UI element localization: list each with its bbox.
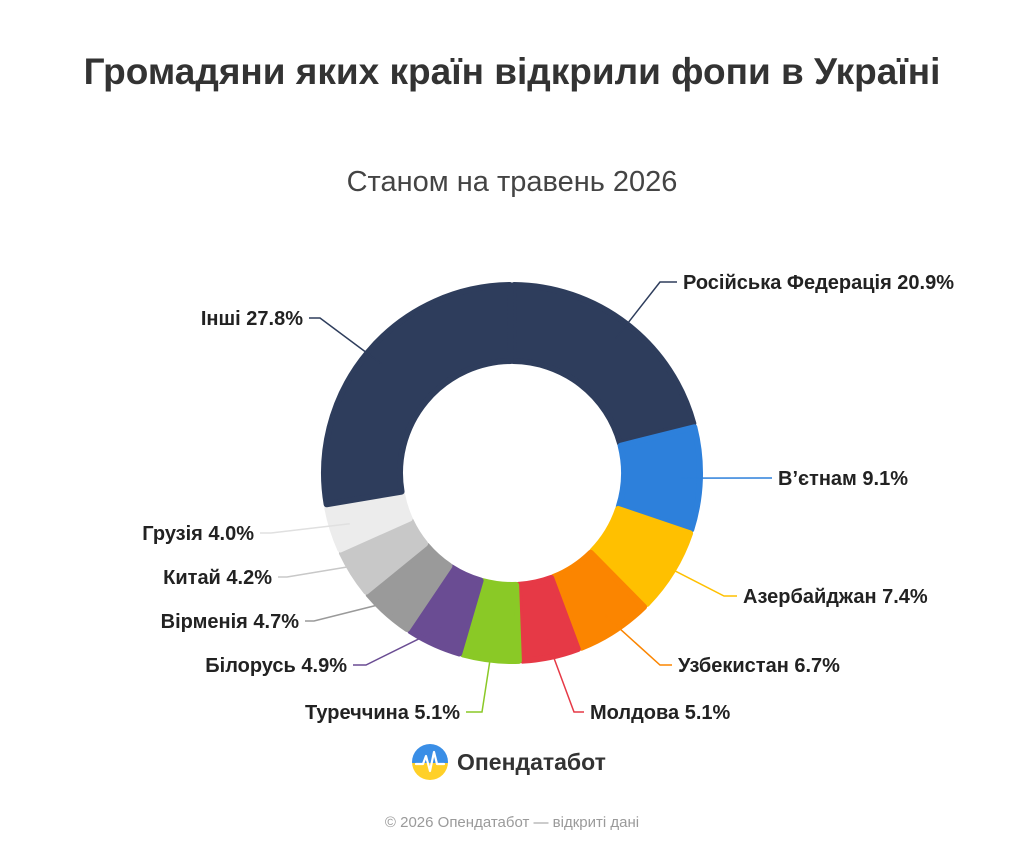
chart-subtitle: Станом на травень 2026 xyxy=(346,166,678,198)
slice-6-leader-line xyxy=(466,641,494,713)
slice-8-label: Вірменія 4.7% xyxy=(161,611,300,633)
slice-6 xyxy=(460,578,522,664)
slice-11-label: Інші 27.8% xyxy=(201,308,303,330)
slice-8-leader-line xyxy=(305,598,399,622)
slice-3-leader-line xyxy=(656,561,737,597)
chart-title: Громадяни яких країн відкрили фопи в Укр… xyxy=(83,51,941,92)
slice-1-leader-line xyxy=(615,281,677,339)
slice-7-leader-line xyxy=(353,627,442,666)
slice-5-leader-line xyxy=(546,639,584,713)
slice-9 xyxy=(338,517,429,595)
slice-3-label: Азербайджан 7.4% xyxy=(743,586,928,608)
slice-9-leader-line xyxy=(278,562,369,578)
opendatabot-logo-icon xyxy=(412,744,448,780)
slice-4 xyxy=(550,549,648,651)
slice-4-leader-line xyxy=(604,614,672,666)
slice-1-label: Російська Федерація 20.9% xyxy=(683,272,954,294)
footer-credit: © 2026 Опендатабот — відкриті дані xyxy=(384,814,640,831)
slice-11-leader-line xyxy=(309,317,383,365)
slice-2-label: В’єтнам 9.1% xyxy=(778,468,908,490)
slice-6-label: Туреччина 5.1% xyxy=(305,702,460,724)
slice-7 xyxy=(407,564,484,657)
slice-3 xyxy=(589,505,694,608)
slice-10-label: Грузія 4.0% xyxy=(142,523,254,545)
slice-5-label: Молдова 5.1% xyxy=(590,702,731,724)
slice-2 xyxy=(615,424,703,533)
slice-9-label: Китай 4.2% xyxy=(163,567,272,589)
slice-10-leader-line xyxy=(260,523,350,534)
slice-4-label: Узбекистан 6.7% xyxy=(678,655,840,677)
slice-7-label: Білорусь 4.9% xyxy=(205,655,347,677)
slice-1 xyxy=(510,282,697,447)
slice-11 xyxy=(321,282,514,508)
slice-5 xyxy=(515,574,581,664)
slice-8 xyxy=(365,542,453,632)
opendatabot-logo: Опендатабот xyxy=(411,742,606,782)
logo-text: Опендатабот xyxy=(457,748,606,775)
